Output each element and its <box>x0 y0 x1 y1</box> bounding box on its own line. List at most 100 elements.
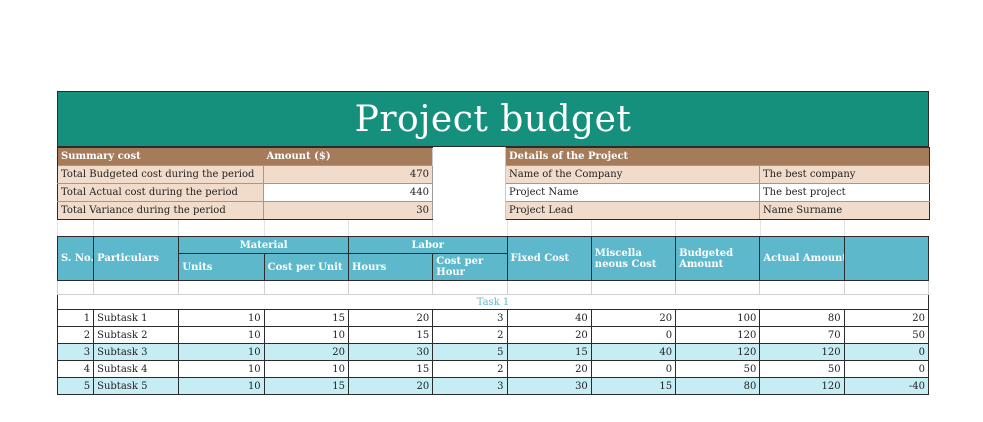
misc-cost-header[interactable]: Miscella neous Cost <box>590 236 677 281</box>
cost-per-hour-cell[interactable]: 2 <box>432 326 508 344</box>
summary-header-cell[interactable]: Summary cost <box>57 147 264 166</box>
actual-amount-cell[interactable]: 80 <box>759 309 845 327</box>
empty-header-cell[interactable] <box>759 147 930 166</box>
variance-cell[interactable]: 0 <box>843 343 930 361</box>
sno-cell[interactable]: 3 <box>56 343 95 361</box>
cost-per-hour-cell[interactable]: 5 <box>432 343 508 361</box>
empty-cell[interactable] <box>675 220 761 236</box>
summary-value-cell[interactable]: 30 <box>263 201 433 220</box>
summary-label-cell[interactable]: Total Actual cost during the period <box>57 183 264 202</box>
budgeted-amount-cell[interactable]: 80 <box>675 377 761 395</box>
misc-cost-cell[interactable]: 0 <box>590 326 677 344</box>
empty-cell[interactable] <box>178 220 265 236</box>
empty-cell[interactable] <box>506 280 592 295</box>
empty-cell[interactable] <box>93 280 180 295</box>
empty-cell[interactable] <box>56 220 94 236</box>
misc-cost-cell[interactable]: 20 <box>590 309 677 327</box>
empty-cell[interactable] <box>263 280 349 295</box>
actual-amount-cell[interactable]: 120 <box>759 343 845 361</box>
units-cell[interactable]: 10 <box>178 377 265 395</box>
units-cell[interactable]: 10 <box>178 343 265 361</box>
cost-per-hour-header[interactable]: Cost per Hour <box>432 253 508 281</box>
empty-cell[interactable] <box>675 280 761 295</box>
detail-label-cell[interactable]: Project Name <box>505 183 760 202</box>
sno-cell[interactable]: 4 <box>56 360 95 378</box>
variance-cell[interactable]: 50 <box>843 326 930 344</box>
cost-per-hour-cell[interactable]: 3 <box>432 309 508 327</box>
units-cell[interactable]: 10 <box>178 360 265 378</box>
empty-cell[interactable] <box>432 201 506 220</box>
variance-cell[interactable]: 0 <box>843 360 930 378</box>
empty-cell[interactable] <box>506 220 592 236</box>
units-header[interactable]: Units <box>178 253 265 281</box>
hours-cell[interactable]: 20 <box>347 377 434 395</box>
detail-label-cell[interactable]: Project Lead <box>505 201 760 220</box>
fixed-cost-cell[interactable]: 30 <box>506 377 592 395</box>
amount-header-cell[interactable]: Amount ($) <box>263 147 433 166</box>
fixed-cost-cell[interactable]: 20 <box>506 326 592 344</box>
budgeted-amount-header[interactable]: Budgeted Amount <box>675 236 761 281</box>
units-cell[interactable]: 10 <box>178 326 265 344</box>
budgeted-amount-cell[interactable]: 120 <box>675 326 761 344</box>
cost-per-unit-header[interactable]: Cost per Unit <box>263 253 349 281</box>
variance-cell[interactable]: 20 <box>843 309 930 327</box>
hours-cell[interactable]: 20 <box>347 309 434 327</box>
fixed-cost-cell[interactable]: 15 <box>506 343 592 361</box>
empty-cell[interactable] <box>178 280 265 295</box>
summary-label-cell[interactable]: Total Variance during the period <box>57 201 264 220</box>
cost-per-unit-cell[interactable]: 10 <box>263 360 349 378</box>
empty-cell[interactable] <box>432 183 506 202</box>
task-label-cell[interactable]: Task 1 <box>57 294 929 310</box>
fixed-cost-cell[interactable]: 20 <box>506 360 592 378</box>
hours-cell[interactable]: 15 <box>347 360 434 378</box>
particulars-header[interactable]: Particulars <box>93 236 180 281</box>
particulars-cell[interactable]: Subtask 5 <box>93 377 180 395</box>
empty-cell[interactable] <box>843 280 930 295</box>
sno-header[interactable]: S. No. <box>56 236 95 281</box>
cost-per-unit-cell[interactable]: 15 <box>263 377 349 395</box>
misc-cost-cell[interactable]: 0 <box>590 360 677 378</box>
labor-group-header[interactable]: Labor <box>347 236 508 254</box>
detail-label-cell[interactable]: Name of the Company <box>505 165 760 184</box>
empty-cell[interactable] <box>432 280 508 295</box>
sheet-title[interactable]: Project budget <box>57 91 929 147</box>
summary-label-cell[interactable]: Total Budgeted cost during the period <box>57 165 264 184</box>
sno-cell[interactable]: 2 <box>56 326 95 344</box>
cost-per-unit-cell[interactable]: 15 <box>263 309 349 327</box>
summary-value-cell[interactable]: 440 <box>263 183 433 202</box>
units-cell[interactable]: 10 <box>178 309 265 327</box>
fixed-cost-header[interactable]: Fixed Cost <box>506 236 592 281</box>
hours-header[interactable]: Hours <box>347 253 434 281</box>
actual-amount-header[interactable]: Actual Amount\ <box>759 236 845 281</box>
summary-value-cell[interactable]: 470 <box>263 165 433 184</box>
cost-per-hour-cell[interactable]: 3 <box>432 377 508 395</box>
material-group-header[interactable]: Material <box>178 236 349 254</box>
details-header-cell[interactable]: Details of the Project <box>505 147 760 166</box>
empty-cell[interactable] <box>56 280 95 295</box>
variance-header[interactable] <box>843 236 930 281</box>
empty-cell[interactable] <box>432 165 506 184</box>
empty-cell[interactable] <box>759 280 845 295</box>
actual-amount-cell[interactable]: 120 <box>759 377 845 395</box>
variance-cell[interactable]: -40 <box>843 377 930 395</box>
sno-cell[interactable]: 5 <box>56 377 95 395</box>
empty-cell[interactable] <box>591 220 676 236</box>
hours-cell[interactable]: 15 <box>347 326 434 344</box>
particulars-cell[interactable]: Subtask 3 <box>93 343 180 361</box>
misc-cost-cell[interactable]: 40 <box>590 343 677 361</box>
detail-value-cell[interactable]: The best project <box>759 183 930 202</box>
actual-amount-cell[interactable]: 70 <box>759 326 845 344</box>
fixed-cost-cell[interactable]: 40 <box>506 309 592 327</box>
budgeted-amount-cell[interactable]: 120 <box>675 343 761 361</box>
empty-cell[interactable] <box>759 220 845 236</box>
empty-cell[interactable] <box>432 220 508 236</box>
empty-cell[interactable] <box>263 220 349 236</box>
misc-cost-cell[interactable]: 15 <box>590 377 677 395</box>
hours-cell[interactable]: 30 <box>347 343 434 361</box>
cost-per-hour-cell[interactable]: 2 <box>432 360 508 378</box>
budgeted-amount-cell[interactable]: 100 <box>675 309 761 327</box>
empty-cell[interactable] <box>590 280 677 295</box>
sno-cell[interactable]: 1 <box>56 309 95 327</box>
particulars-cell[interactable]: Subtask 2 <box>93 326 180 344</box>
empty-cell[interactable] <box>844 220 929 236</box>
